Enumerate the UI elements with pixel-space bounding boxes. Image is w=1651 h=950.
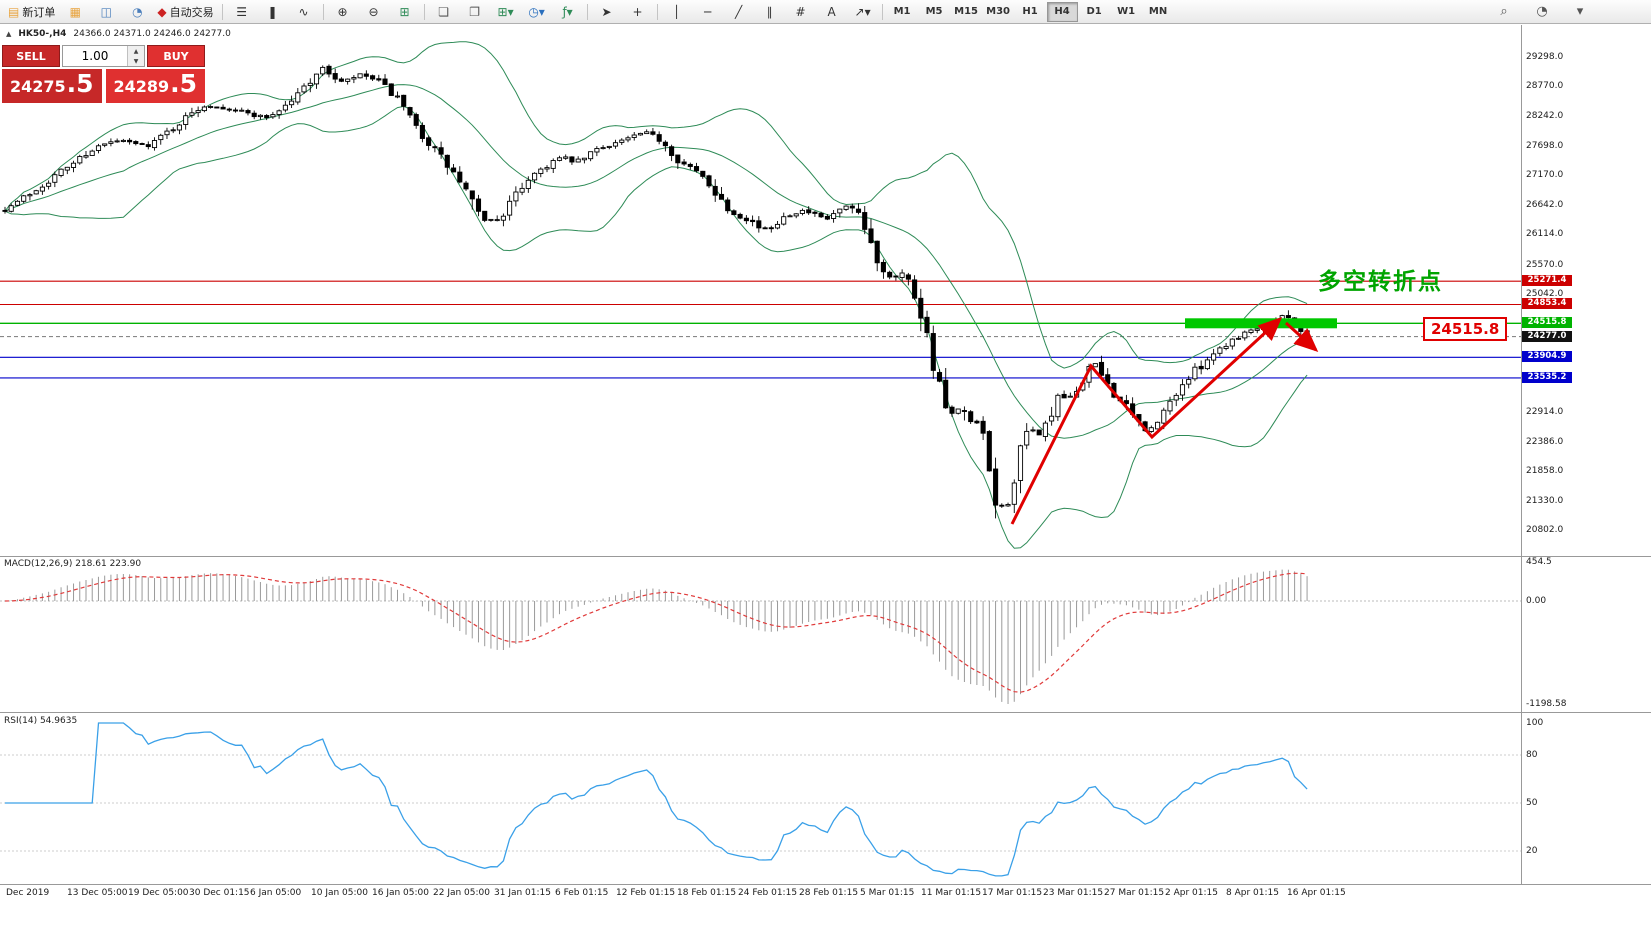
search-icon: ⌕: [1500, 4, 1508, 19]
toolbar-separator: [221, 3, 223, 20]
channel-button[interactable]: ∥: [755, 1, 785, 23]
tile-windows-icon: ⊞: [399, 4, 410, 19]
volume-up-icon[interactable]: ▲: [128, 46, 144, 56]
arrows-tool-icon: ↗▾: [854, 4, 871, 19]
search-icon[interactable]: ⌕: [1489, 1, 1519, 23]
timeframe-m15[interactable]: M15: [954, 6, 979, 17]
trendline-icon: ╱: [734, 4, 743, 19]
vertical-line-icon: │: [672, 4, 681, 19]
text-label-button[interactable]: A: [817, 1, 847, 23]
text-label-icon: A: [827, 4, 836, 19]
timeframe-m30[interactable]: M30: [986, 6, 1011, 17]
arrows-tool-button[interactable]: ↗▾: [848, 1, 878, 23]
period-selector-icon: ◷▾: [528, 4, 545, 19]
buy-price-button[interactable]: 24289 .5: [105, 69, 205, 103]
sell-price-button[interactable]: 24275 .5: [2, 69, 102, 103]
toolbar-separator: [322, 3, 324, 20]
overflow-icon: ▾: [1576, 4, 1584, 19]
timeframe-m1[interactable]: M1: [893, 6, 911, 17]
new-chart-icon: ▦: [69, 4, 82, 19]
overflow-icon[interactable]: ▾: [1565, 1, 1595, 23]
toolbar-right-icons: ⌕ ◔ ▾: [1489, 1, 1647, 23]
trendline-button[interactable]: ╱: [724, 1, 754, 23]
volume-input[interactable]: [63, 46, 127, 66]
new-order-button[interactable]: ▤ 新订单: [4, 1, 59, 23]
toolbar-buttons: ▤ 新订单 ▦ ◫ ◔ ◆ 自动交易 ☰ ❚ ∿ ⊕ ⊖ ⊞ ❏ ❐ ⊞▾ ◷▾ ƒ▾ ➤ + │ ─ ╱ ∥ # A ↗▾: [4, 1, 886, 23]
bar-chart-icon: ☰: [236, 4, 247, 19]
crosshair-icon: +: [632, 4, 643, 19]
crosshair-button[interactable]: +: [623, 1, 653, 23]
new-chart-button[interactable]: ▦: [60, 1, 90, 23]
new-order-button-label: 新订单: [22, 5, 56, 19]
auto-trading-icon: ◆: [157, 4, 167, 19]
sell-button[interactable]: SELL: [2, 45, 60, 67]
profiles-button[interactable]: ◫: [91, 1, 121, 23]
toolbar-separator: [586, 3, 588, 20]
fibonacci-icon: #: [795, 4, 806, 19]
new-window-button[interactable]: ⊞▾: [491, 1, 521, 23]
zoom-in-button[interactable]: ⊕: [328, 1, 358, 23]
timeframe-d1[interactable]: D1: [1086, 6, 1102, 17]
horizontal-line-button[interactable]: ─: [693, 1, 723, 23]
cursor-icon: ➤: [601, 4, 612, 19]
timeframe-w1[interactable]: W1: [1117, 6, 1136, 17]
horizontal-line-icon: ─: [703, 4, 712, 19]
vertical-line-button[interactable]: │: [662, 1, 692, 23]
timeframe-group: M1 M5 M15 M30 H1 H4 D1 W1 MN: [887, 1, 1174, 22]
new-order-icon: ▤: [8, 4, 20, 19]
buy-price-dec: .5: [170, 69, 198, 98]
cascade-windows-button[interactable]: ❏: [429, 1, 459, 23]
indicators-icon: ƒ▾: [562, 4, 573, 19]
profiles-icon: ◫: [100, 4, 113, 19]
market-watch-button[interactable]: ◔: [122, 1, 152, 23]
buy-price-int: 24289: [113, 77, 170, 96]
one-click-trade-widget: SELL ▲ ▼ BUY 24275 .5 24289 .5: [2, 45, 205, 103]
arrange-windows-button[interactable]: ❐: [460, 1, 490, 23]
auto-trading-button-label: 自动交易: [169, 5, 214, 19]
community-icon: ◔: [1536, 4, 1548, 19]
zoom-out-button[interactable]: ⊖: [359, 1, 389, 23]
cascade-windows-icon: ❏: [438, 4, 449, 19]
sell-price-int: 24275: [9, 77, 66, 96]
toolbar-separator: [423, 3, 425, 20]
timeframe-mn[interactable]: MN: [1148, 6, 1168, 17]
toolbar-separator: [656, 3, 658, 20]
channel-icon: ∥: [766, 4, 773, 19]
zoom-out-icon: ⊖: [368, 4, 379, 19]
volume-down-icon[interactable]: ▼: [128, 56, 144, 66]
timeframe-h4[interactable]: H4: [1046, 1, 1078, 22]
auto-trading-button[interactable]: ◆ 自动交易: [153, 1, 217, 23]
tile-windows-button[interactable]: ⊞: [390, 1, 420, 23]
community-icon[interactable]: ◔: [1527, 1, 1557, 23]
new-window-icon: ⊞▾: [497, 4, 514, 19]
cursor-button[interactable]: ➤: [592, 1, 622, 23]
volume-stepper[interactable]: ▲ ▼: [127, 46, 144, 66]
candlestick-icon: ❚: [267, 4, 278, 19]
toolbar-separator: [881, 3, 883, 20]
buy-button[interactable]: BUY: [147, 45, 205, 67]
arrange-windows-icon: ❐: [469, 4, 480, 19]
candlestick-button[interactable]: ❚: [258, 1, 288, 23]
line-chart-icon: ∿: [298, 4, 309, 19]
indicators-button[interactable]: ƒ▾: [553, 1, 583, 23]
bar-chart-button[interactable]: ☰: [227, 1, 257, 23]
timeframe-h1[interactable]: H1: [1022, 6, 1038, 17]
line-chart-button[interactable]: ∿: [289, 1, 319, 23]
sell-price-dec: .5: [66, 69, 94, 98]
period-selector-button[interactable]: ◷▾: [522, 1, 552, 23]
zoom-in-icon: ⊕: [337, 4, 348, 19]
fibonacci-button[interactable]: #: [786, 1, 816, 23]
toolbar: ▤ 新订单 ▦ ◫ ◔ ◆ 自动交易 ☰ ❚ ∿ ⊕ ⊖ ⊞ ❏ ❐ ⊞▾ ◷▾ ƒ▾ ➤ + │ ─ ╱ ∥ # A ↗▾ M1 M…: [0, 0, 1651, 24]
market-watch-icon: ◔: [132, 4, 143, 19]
timeframe-m5[interactable]: M5: [925, 6, 943, 17]
